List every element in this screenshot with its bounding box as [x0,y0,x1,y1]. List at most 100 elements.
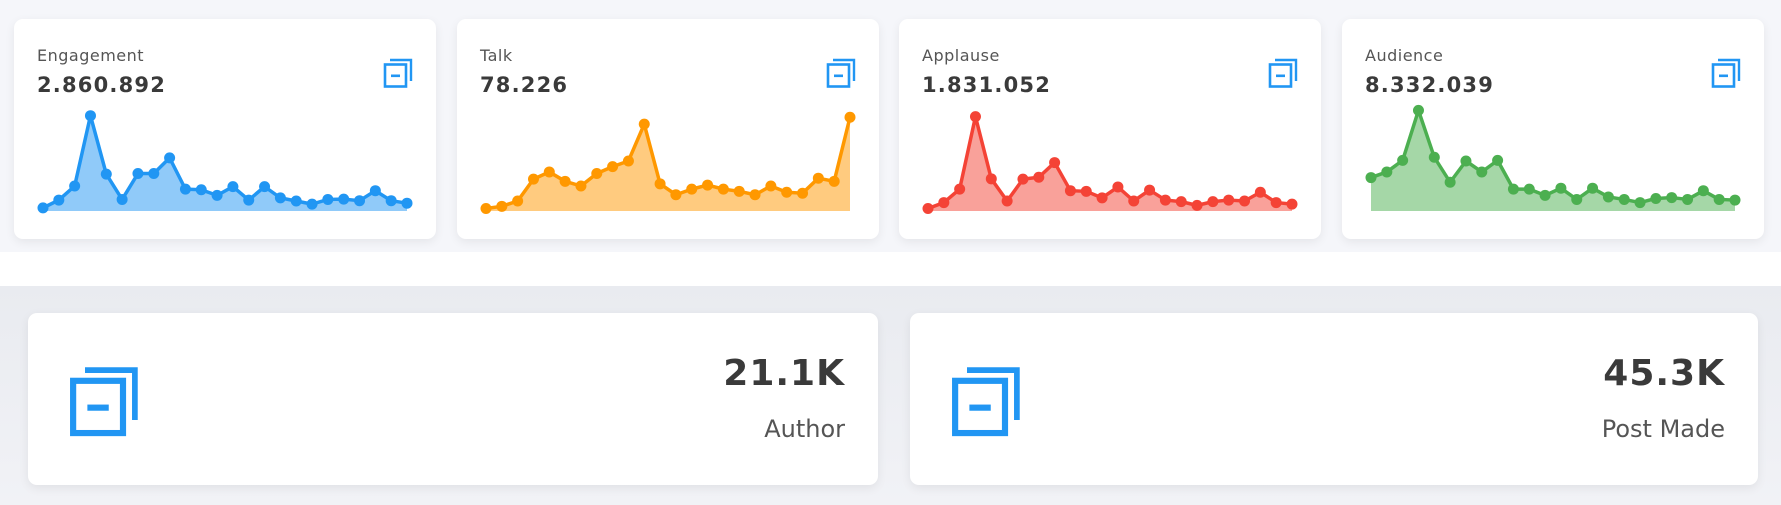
sparkline-point [1729,194,1741,206]
sparkline-point [274,192,286,204]
sparkline-point [733,185,745,197]
summary-card-post-made: 45.3K Post Made [910,313,1758,485]
sparkline-point [132,168,144,179]
copy-minus-icon[interactable] [1267,57,1299,89]
sparkline-point [1539,189,1551,201]
summary-label: Author [764,415,845,443]
copy-minus-icon[interactable] [825,57,857,89]
sparkline-talk [480,111,856,214]
sparkline-point [844,111,856,123]
sparkline-point [1001,195,1013,207]
sparkline-point [69,180,81,192]
sparkline-point [1080,185,1092,197]
sparkline-point [812,172,824,184]
stat-label: Applause [922,46,1000,65]
sparkline-point [369,185,381,197]
sparkline-point [622,155,634,167]
sparkline-point [781,186,793,198]
sparkline-point [195,184,207,196]
sparkline-point [1191,199,1203,211]
stat-card-talk: Talk 78.226 [457,19,879,239]
sparkline-point [686,183,698,195]
sparkline-point [638,118,650,130]
sparkline-point [1555,182,1567,194]
sparkline-applause [922,111,1298,214]
sparkline-point [1444,176,1456,188]
sparkline-point [1634,197,1646,209]
sparkline-point [702,179,714,191]
sparkline-point [1523,183,1535,195]
sparkline-point [1049,157,1061,169]
sparkline-point [607,161,619,173]
sparkline-point [1175,196,1187,208]
sparkline-area [43,115,407,211]
copy-minus-icon[interactable] [1710,57,1742,89]
sparkline-point [1128,195,1140,207]
summary-card-author: 21.1K Author [28,313,878,485]
sparkline-point [559,175,571,187]
summary-label: Post Made [1601,415,1725,443]
sparkline-area [486,117,850,211]
stat-label: Engagement [37,46,145,65]
summary-value: 45.3K [1603,353,1725,394]
stat-value: 8.332.039 [1365,73,1495,97]
sparkline-point [243,194,255,206]
stat-label: Talk [480,46,513,65]
sparkline-point [354,195,366,207]
sparkline-point [512,195,524,207]
sparkline-point [670,189,682,201]
sparkline-point [148,168,160,179]
sparkline-point [211,189,223,201]
stat-label: Audience [1365,46,1444,65]
sparkline-point [575,180,587,192]
sparkline-point [100,168,112,180]
sparkline-point [290,195,302,207]
sparkline-point [1286,198,1298,210]
sparkline-point [179,183,191,195]
sparkline-point [385,195,397,207]
sparkline-point [1618,193,1630,205]
sparkline-point [53,194,65,206]
sparkline-point [954,183,966,195]
sparkline-point [1713,193,1725,205]
sparkline-point [1666,192,1678,204]
copy-minus-icon[interactable] [382,57,414,89]
sparkline-audience [1365,104,1741,211]
sparkline-point [1270,197,1282,209]
sparkline-point [1460,155,1472,167]
sparkline-point [765,180,777,192]
sparkline-point [1223,194,1235,206]
sparkline-point [1492,154,1504,166]
sparkline-point [1365,172,1377,184]
sparkline-point [227,181,239,193]
sparkline-point [338,193,350,205]
sparkline-point [797,187,809,199]
sparkline-point [1397,154,1409,166]
sparkline-point [922,203,934,214]
sparkline-point [164,152,176,164]
sparkline-point [1381,166,1393,178]
sparkline-point [1096,192,1108,204]
sparkline-engagement [37,110,413,214]
sparkline-point [1064,185,1076,197]
sparkline-point [543,166,555,178]
sparkline-point [749,189,761,201]
stat-value: 2.860.892 [37,73,167,97]
sparkline-point [985,173,997,185]
sparkline-point [1476,166,1488,178]
stat-value: 78.226 [480,73,569,97]
stat-card-applause: Applause 1.831.052 [899,19,1321,239]
sparkline-point [259,181,271,193]
sparkline-point [1239,195,1251,207]
sparkline-point [480,203,492,214]
sparkline-point [1017,173,1029,185]
sparkline-point [84,110,96,122]
sparkline-area [928,116,1292,211]
stat-value: 1.831.052 [922,73,1052,97]
sparkline-point [1650,193,1662,204]
sparkline-point [1682,193,1694,205]
sparkline-point [1144,184,1156,196]
sparkline-point [322,193,334,205]
summary-value: 21.1K [723,353,845,394]
sparkline-point [1112,181,1124,193]
